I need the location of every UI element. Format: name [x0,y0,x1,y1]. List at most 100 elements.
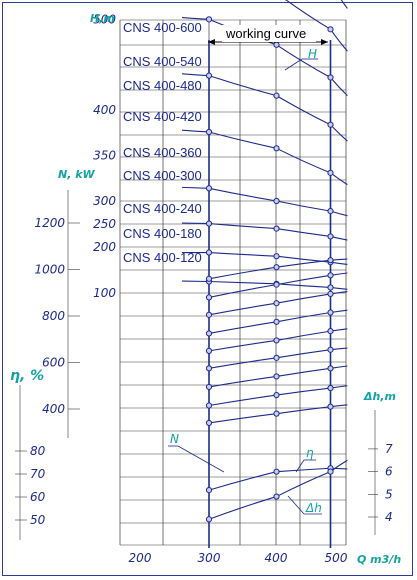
power-point [205,311,213,318]
power-point [327,257,334,264]
head-point [273,41,280,48]
power-point [327,328,334,335]
power-curve [208,291,348,316]
power-point [273,391,280,399]
npsh-curve [208,459,348,520]
power-point [327,346,334,353]
efficiency-point [273,468,280,475]
q-axis-title: Q m3/h [357,553,401,566]
head-point [273,197,280,205]
curve-label-dh-pointer [287,495,305,515]
power-point [205,402,213,409]
head-point [205,16,213,23]
head-point [273,92,280,99]
eta-axis-tick-label: 80 [30,444,46,458]
q-axis-tick-label: 500 [325,551,348,565]
curve-label-eta-pointer [295,459,305,473]
h-axis-tick-label: 400 [93,103,116,117]
power-point [273,318,280,325]
power-point [273,373,280,380]
power-point [205,365,213,372]
curve-label-n-pointer [177,445,225,473]
working-curve-bracket: working curve [208,25,328,45]
efficiency-curve [208,467,348,491]
power-point [327,272,334,279]
model-label: CNS 400-600 [123,20,202,35]
npsh-point [327,468,334,475]
dh-axis-title: Δh,m [363,390,396,403]
power-point [327,365,334,372]
power-point [327,309,334,316]
power-curve [208,347,348,369]
power-point [205,294,213,301]
power-point [273,337,280,344]
power-curve [208,385,348,407]
power-point [327,290,334,298]
head-point [205,128,213,136]
head-point [205,185,213,192]
power-point [205,347,213,354]
head-point [205,220,213,227]
curve-label-h: H [308,47,317,61]
head-point [273,253,280,260]
efficiency-point [205,487,213,494]
chart-frame [2,2,413,576]
n-axis-title: N, kW [58,168,96,181]
dh-axis-tick-label: 4 [385,510,393,524]
n-axis-tick-label: 600 [42,356,65,370]
q-axis-tick-label: 300 [198,551,221,565]
head-curve [181,129,348,186]
head-point [327,74,334,81]
power-curve [208,365,348,388]
power-point [327,403,334,410]
h-axis-tick-label: 350 [93,149,116,163]
head-curve [285,0,348,52]
eta-axis-title: η, % [10,368,44,384]
power-point [273,300,280,307]
dh-axis-tick-label: 5 [385,487,393,501]
eta-axis-tick-label: 50 [30,513,46,527]
head-point [327,121,334,128]
working-curve-label: working curve [225,26,306,41]
power-point [205,330,213,337]
head-point [273,225,280,232]
model-label: CNS 400-300 [123,168,202,183]
h-axis-tick-label: 300 [93,194,116,208]
working-curve-label-bg [222,25,316,42]
model-label: CNS 400-120 [123,250,202,265]
working-curve-arrow-left-head [208,39,215,45]
power-point [205,383,213,391]
n-axis-tick-label: 800 [42,309,65,323]
power-point [273,410,280,417]
power-point [327,384,334,392]
power-point [273,264,280,271]
power-curve [208,258,348,280]
head-point [327,284,334,291]
model-label: CNS 400-420 [123,109,202,124]
working-curve-arrow-right-head [321,39,328,45]
head-point [327,26,334,33]
model-label: CNS 400-180 [123,226,202,241]
head-point [273,145,280,152]
head-point [205,249,213,256]
eta-axis-tick-label: 70 [30,467,46,481]
n-axis-tick-label: 400 [42,402,65,416]
curve-label-n: N [170,432,179,446]
curve-label-eta: η [306,446,314,460]
power-point [205,419,213,427]
power-curve [208,272,348,298]
head-curve [181,186,348,217]
h-axis-tick-label: 500 [93,12,116,26]
curve-label-dh: Δh [305,501,322,515]
h-axis-tick-label: 100 [93,286,116,300]
head-point [327,208,334,215]
head-point [327,233,334,240]
model-label: CNS 400-240 [123,201,202,216]
q-axis-tick-label: 400 [265,551,288,565]
h-axis-tick-label: 250 [93,217,116,231]
model-label: CNS 400-540 [123,54,202,69]
power-point [273,354,280,361]
h-axis-title: H,m [90,12,115,25]
